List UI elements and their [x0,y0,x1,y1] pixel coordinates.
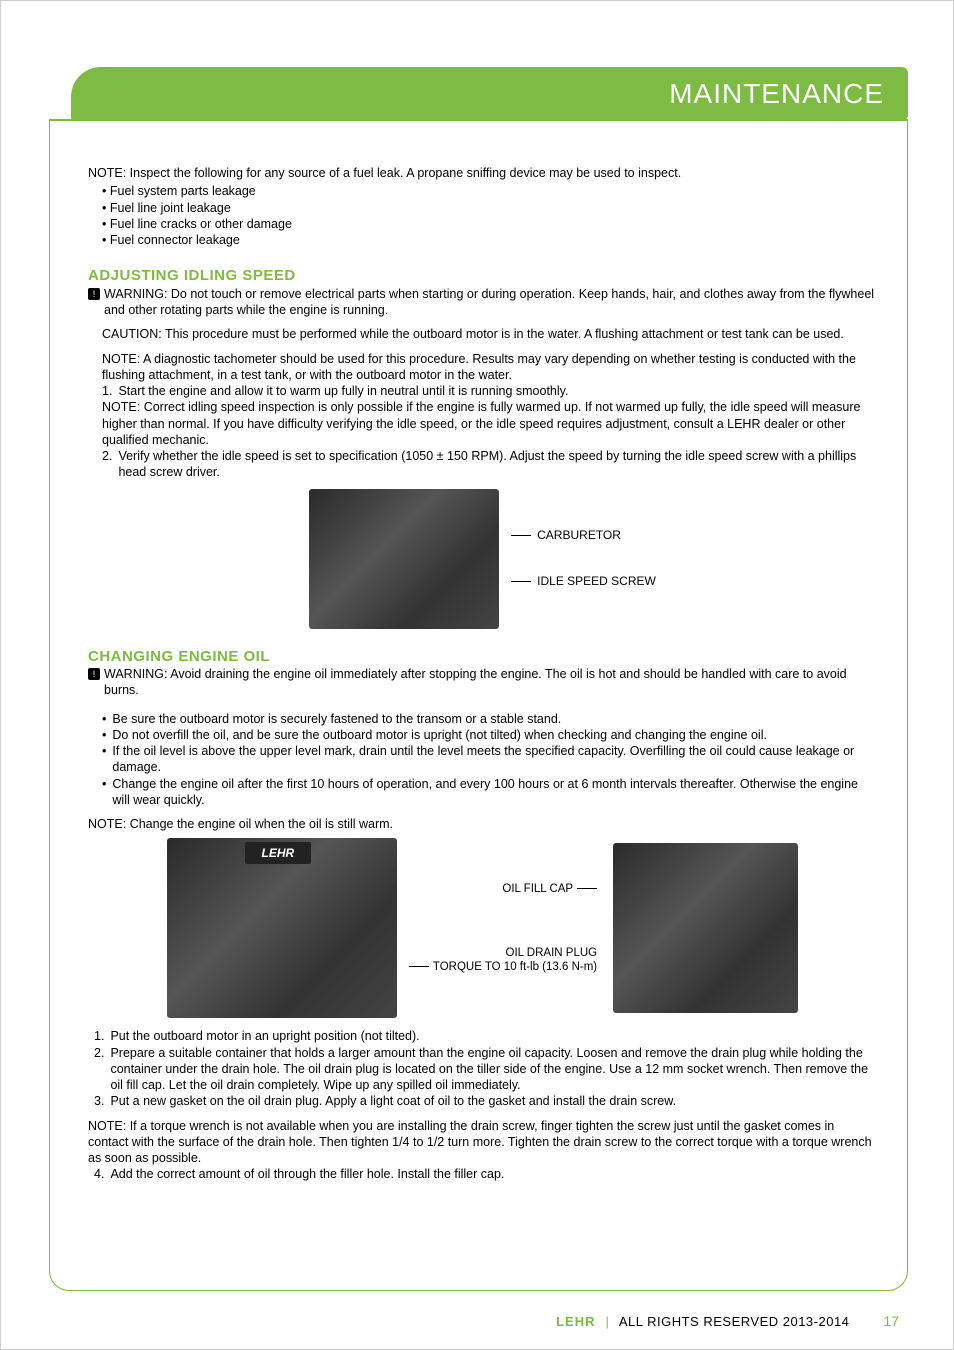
footer-rights: ALL RIGHTS RESERVED 2013-2014 [619,1314,850,1329]
leader-line [577,888,597,889]
caution-label: CAUTION: [102,327,162,341]
step-text: Add the correct amount of oil through th… [110,1166,504,1182]
callout-oil-drain-plug: OIL DRAIN PLUG [409,947,597,961]
note-text: Change the engine oil when the oil is st… [130,817,393,831]
list-item: Fuel system parts leakage [102,183,877,199]
step-text: Put the outboard motor in an upright pos… [110,1028,419,1044]
warning-label: WARNING: [104,287,167,301]
step-number: 4. [94,1166,104,1182]
leader-line [511,535,531,536]
note-label: NOTE: [102,400,140,414]
idling-steps: 1. Start the engine and allow it to warm … [102,383,877,399]
page-title: MAINTENANCE [669,78,884,110]
warning-label: WARNING: [104,667,167,681]
note-text: If a torque wrench is not available when… [88,1119,872,1166]
warning-text: Avoid draining the engine oil immediatel… [104,667,847,697]
section-title-idling: ADJUSTING IDLING SPEED [88,266,877,286]
list-item: If the oil level is above the upper leve… [112,743,877,776]
page-footer: LEHR | ALL RIGHTS RESERVED 2013-2014 17 [1,1313,953,1329]
carburetor-photo [309,489,499,629]
intro-bullet-list: Fuel system parts leakage Fuel line join… [102,183,877,248]
note-text: Correct idling speed inspection is only … [102,400,861,447]
oil-steps: 1. Put the outboard motor in an upright p… [94,1028,877,1109]
oil-warning: ! WARNING: Avoid draining the engine oil… [88,666,877,699]
footer-brand: LEHR [556,1314,595,1329]
note-label: NOTE: [88,1119,126,1133]
leader-line [409,966,429,967]
list-item: Change the engine oil after the first 10… [112,776,877,809]
intro-note: NOTE: Inspect the following for any sour… [88,165,877,181]
warning-icon: ! [88,288,100,300]
step-text: Start the engine and allow it to warm up… [118,383,568,399]
idling-warning: ! WARNING: Do not touch or remove electr… [88,286,877,319]
callout-idle-screw: IDLE SPEED SCREW [537,574,656,590]
callout-torque-spec: TORQUE TO 10 ft-lb (13.6 N-m) [433,961,597,973]
oil-bullet-list: •Be sure the outboard motor is securely … [102,711,877,809]
step-text: Verify whether the idle speed is set to … [118,448,877,481]
step-number: 2. [94,1045,104,1094]
step-number: 1. [94,1028,104,1044]
warning-text: Do not touch or remove electrical parts … [104,287,874,317]
list-item: Do not overfill the oil, and be sure the… [112,727,767,743]
list-item: Fuel connector leakage [102,232,877,248]
header-bar: MAINTENANCE [71,67,908,121]
idling-figure: CARBURETOR IDLE SPEED SCREW [88,489,877,629]
step-number: 2. [102,448,112,481]
list-item: Be sure the outboard motor is securely f… [112,711,561,727]
leader-line [511,581,531,582]
oil-figure: LEHR OIL FILL CAP OIL DRAIN PLUG TORQUE … [88,838,877,1018]
content-box: NOTE: Inspect the following for any sour… [49,119,908,1291]
note-label: NOTE: [102,352,140,366]
list-item: Fuel line cracks or other damage [102,216,877,232]
step-number: 3. [94,1093,104,1109]
step-text: Prepare a suitable container that holds … [110,1045,877,1094]
step-number: 1. [102,383,112,399]
list-item: Fuel line joint leakage [102,200,877,216]
page-number: 17 [883,1313,899,1329]
engine-photo-right [613,843,798,1013]
lehr-logo: LEHR [245,842,311,864]
callout-carburetor: CARBURETOR [537,528,621,544]
callout-oil-fill-cap: OIL FILL CAP [502,883,573,895]
section-title-oil: CHANGING ENGINE OIL [88,647,877,667]
page: MAINTENANCE NOTE: Inspect the following … [0,0,954,1350]
caution-text: This procedure must be performed while t… [165,327,844,341]
step-text: Put a new gasket on the oil drain plug. … [110,1093,676,1109]
footer-separator: | [605,1314,608,1329]
note-text: A diagnostic tachometer should be used f… [102,352,856,382]
warning-icon: ! [88,668,100,680]
engine-photo-left [167,838,397,1018]
note-label: NOTE: [88,817,126,831]
